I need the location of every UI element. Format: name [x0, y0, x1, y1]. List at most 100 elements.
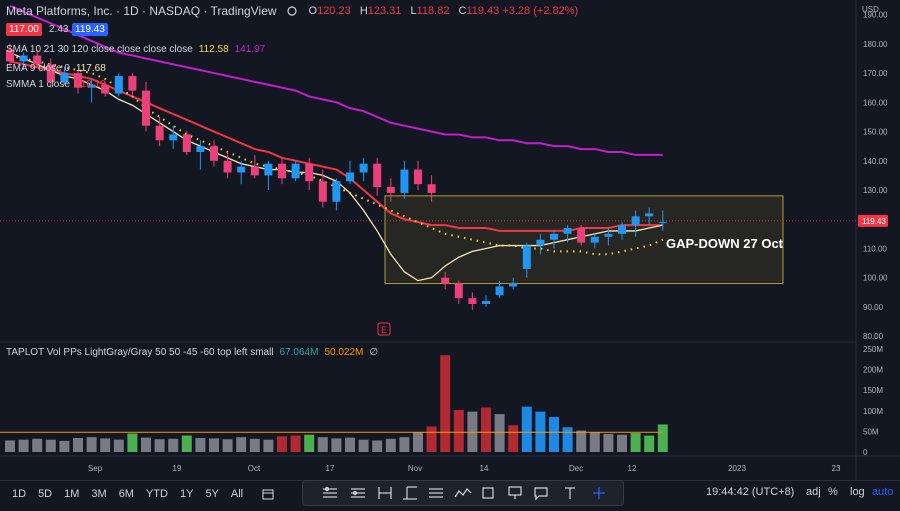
auto-toggle[interactable]: auto: [872, 486, 894, 498]
volume-bar: [277, 436, 287, 452]
candle-body: [6, 49, 14, 62]
candle-body: [658, 222, 667, 224]
volume-bar: [589, 432, 600, 452]
volume-bar: [113, 439, 124, 452]
date-range-icon[interactable]: [261, 487, 275, 501]
candle-body: [33, 55, 42, 65]
volume-bar: [154, 439, 165, 452]
smma-legend[interactable]: SMMA 1 close 118.12: [6, 79, 106, 90]
price-tick-label: 180.00: [863, 40, 888, 49]
sma-label: SMA 10 21 30 120 close close close close: [6, 44, 193, 55]
adjust-toggle[interactable]: adj: [806, 486, 821, 498]
callout-tool-icon: [534, 487, 548, 501]
candle-body: [577, 228, 586, 243]
bid-price-box[interactable]: 117.00: [6, 23, 42, 36]
candle-body: [359, 163, 368, 173]
candle-body: [495, 286, 504, 296]
volume-value-3: ∅: [369, 347, 379, 358]
candle-body: [373, 163, 382, 188]
timeframe-5d[interactable]: 5D: [38, 488, 53, 500]
ohlc-open-key: O: [308, 5, 318, 17]
volume-bar: [345, 437, 355, 452]
time-tick-label: 2023: [728, 464, 746, 473]
volume-bar: [440, 355, 451, 452]
clock-time: 19:44:42 (UTC+8): [706, 486, 795, 498]
price-tick-label: 80.00: [863, 332, 884, 341]
drawing-tools-icons[interactable]: [303, 481, 623, 505]
candle-body: [482, 301, 490, 304]
candle-body: [631, 216, 640, 226]
percent-toggle[interactable]: %: [828, 486, 838, 498]
volume-label: TAPLOT Vol PPs LightGray/Gray 50 50 -45 …: [6, 347, 274, 358]
current-price-badge: [858, 214, 888, 227]
volume-bar: [86, 437, 97, 452]
time-tick-label: 19: [173, 464, 182, 473]
ema-value: 117.68: [75, 63, 106, 74]
volume-bar: [657, 424, 668, 452]
candle-body: [169, 134, 178, 141]
timeframe-1y[interactable]: 1Y: [179, 488, 194, 500]
timeframe-6m[interactable]: 6M: [118, 488, 134, 500]
candle-body: [278, 163, 286, 179]
earnings-marker: [377, 322, 391, 336]
price-tick-label: 140.00: [863, 157, 888, 166]
candle-body: [237, 166, 246, 173]
candle-body: [522, 245, 531, 269]
candle-body: [114, 76, 123, 94]
candle-body: [563, 228, 572, 234]
candle-body: [509, 283, 518, 287]
volume-tick-label: 250M: [863, 345, 883, 354]
volume-bar: [630, 433, 641, 452]
volume-tick-label: 200M: [863, 366, 883, 375]
price-tick-label: 170.00: [863, 69, 888, 78]
candle-body: [427, 184, 436, 193]
volume-bar: [168, 438, 179, 452]
candle-body: [618, 225, 626, 234]
timeframe-all[interactable]: All: [230, 488, 244, 500]
timeframe-1m[interactable]: 1M: [64, 488, 80, 500]
timeframe-5y[interactable]: 5Y: [205, 488, 219, 500]
price-tick-label: 90.00: [863, 303, 884, 312]
candle-body: [46, 64, 55, 82]
timeframe-ytd[interactable]: YTD: [145, 488, 168, 500]
price-tick-label: 130.00: [863, 186, 888, 195]
ohlc-close: 119.43 +3.28 (+2.82%): [466, 5, 579, 17]
volume-value-1: 67.064M: [279, 347, 319, 358]
volume-bar: [236, 437, 247, 452]
candle-body: [155, 125, 164, 141]
volume-legend[interactable]: TAPLOT Vol PPs LightGray/Gray 50 50 -45 …: [6, 347, 378, 358]
price-tick-label: 150.00: [863, 128, 888, 137]
candle-body: [604, 233, 613, 237]
volume-bar: [304, 434, 315, 452]
sma-legend[interactable]: SMA 10 21 30 120 close close close close…: [6, 44, 265, 55]
timeframe-1d[interactable]: 1D: [12, 488, 27, 500]
fib-tool-icon: [351, 488, 365, 498]
candle-body: [196, 146, 205, 152]
ema-legend[interactable]: EMA 9 close 0 117.68: [6, 63, 106, 74]
volume-bar: [644, 435, 655, 452]
candle-body: [60, 73, 69, 82]
volume-bar: [290, 435, 301, 452]
compare-icon[interactable]: [286, 6, 297, 16]
volume-bar: [100, 438, 111, 452]
sma-value-1: 112.58: [198, 44, 229, 55]
timeframe-3m[interactable]: 3M: [91, 488, 107, 500]
candle-body: [264, 163, 273, 176]
candle-body: [441, 277, 450, 284]
ohlc-open: 120.23: [317, 5, 351, 17]
sma-10-dotted-line: [9, 54, 664, 256]
ohlc-values: O120.23 H123.31 L118.82 C119.43 +3.28 (+…: [309, 5, 585, 17]
smma-value: 118.12: [75, 79, 106, 90]
candle-body: [142, 90, 150, 126]
volume-bar: [331, 438, 342, 452]
rectangle-tool-icon: [482, 487, 494, 499]
candle-body: [182, 134, 191, 152]
volume-bar: [562, 427, 573, 452]
ask-price-box[interactable]: 119.43: [72, 23, 108, 36]
candle-body: [550, 233, 558, 240]
candle-body: [101, 84, 110, 94]
log-toggle[interactable]: log: [850, 486, 865, 498]
candle-body: [414, 169, 422, 185]
